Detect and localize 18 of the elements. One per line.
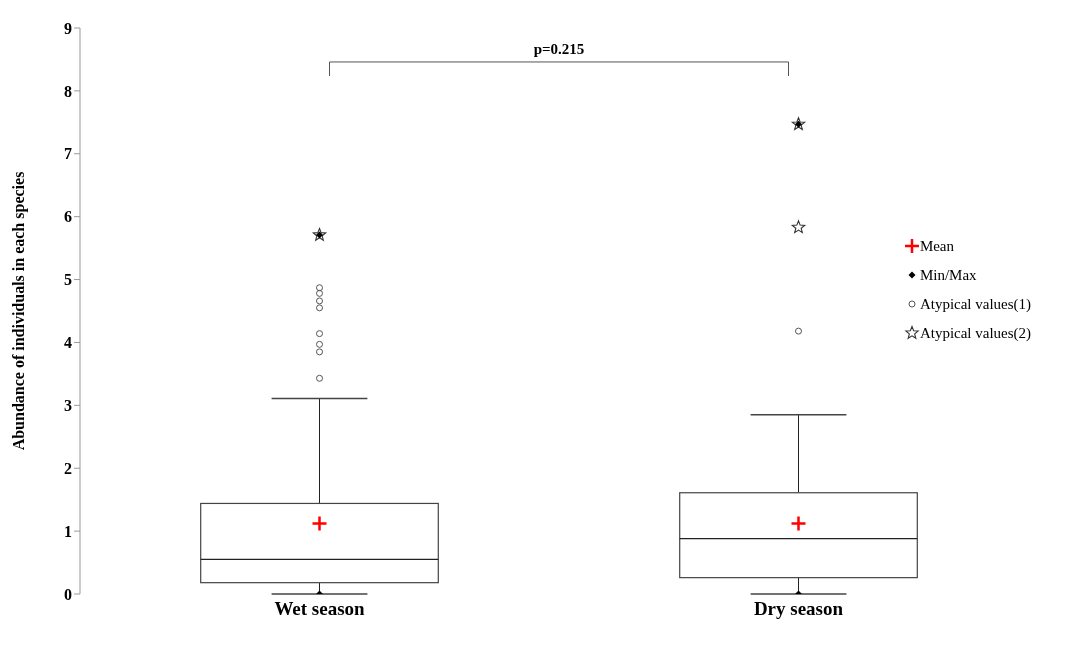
legend-label: Min/Max: [919, 266, 977, 284]
y-tick-label: 9: [64, 19, 72, 37]
y-tick-label: 6: [64, 208, 72, 226]
y-axis-title: Abundance of individuals in each species: [9, 171, 28, 451]
legend-label: Atypical values(1): [919, 295, 1032, 313]
y-tick-label: 8: [64, 82, 72, 100]
y-tick-label: 0: [64, 585, 72, 603]
x-tick-label: Wet season: [274, 598, 366, 620]
y-tick-label: 4: [64, 334, 72, 352]
y-tick-label: 1: [64, 522, 72, 540]
y-tick-label: 7: [64, 145, 72, 163]
y-tick-label: 2: [64, 459, 72, 477]
legend-label: Atypical values(2): [919, 324, 1032, 342]
y-tick-label: 3: [64, 397, 72, 415]
annotation: p=0.215: [533, 40, 585, 57]
y-tick-label: 5: [64, 271, 72, 289]
legend-label: Mean: [919, 237, 955, 255]
x-tick-label: Dry season: [753, 598, 844, 620]
